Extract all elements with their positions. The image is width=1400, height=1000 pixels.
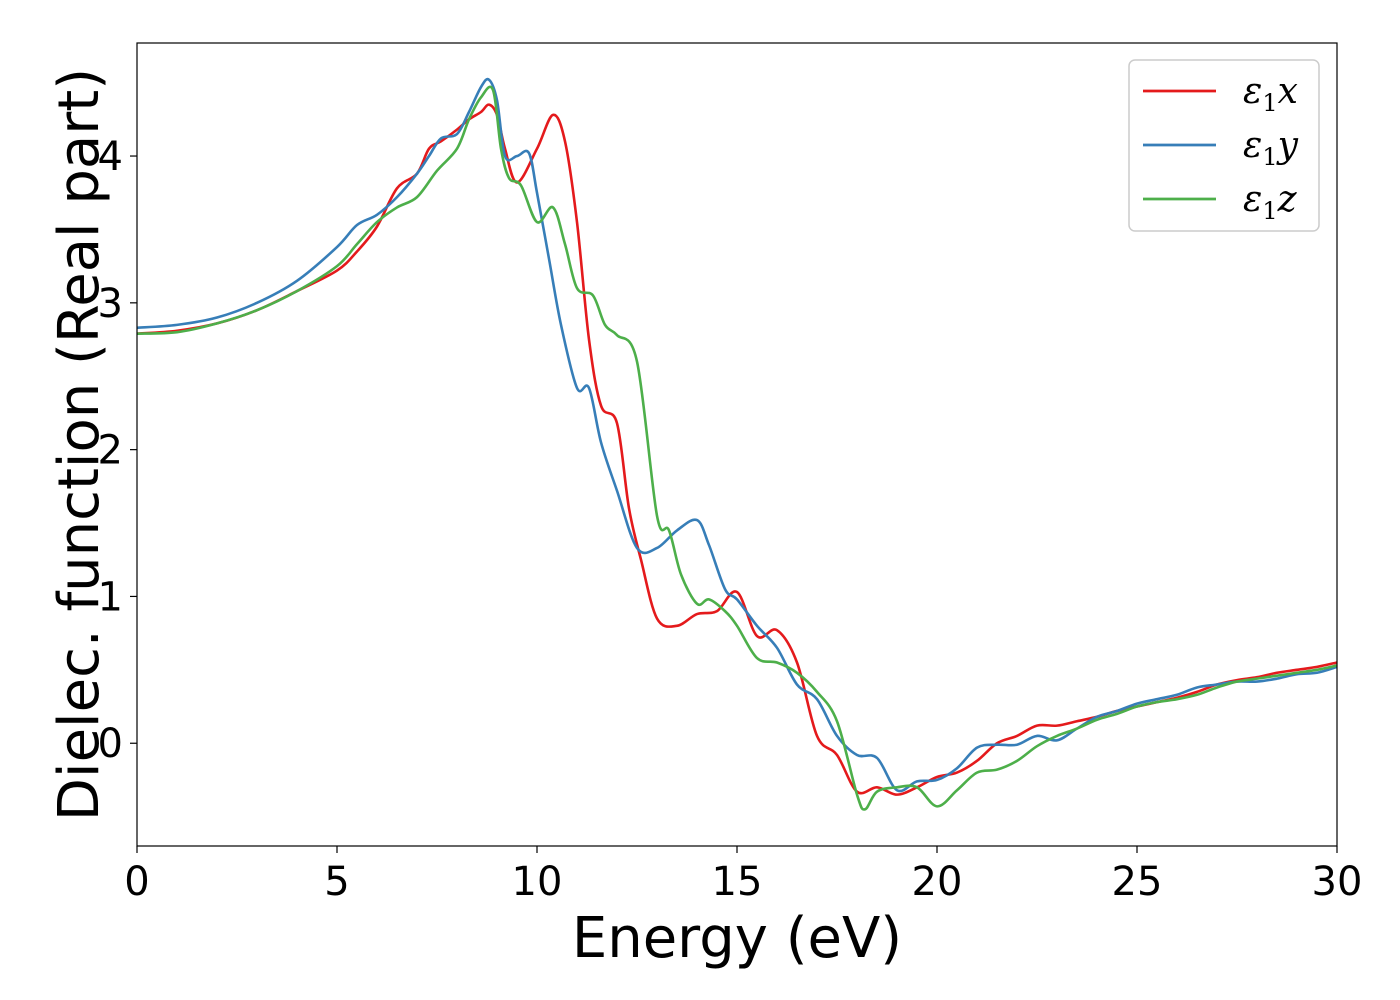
x-tick-label: 15 [712,859,763,905]
x-tick-label: 0 [124,859,149,905]
ticks-layer: 0 5 10 15 20 25 30 0 1 2 3 4 [98,134,1363,905]
legend-label: ε1y [1243,125,1299,171]
x-tick-label: 5 [324,859,349,905]
y-tick-label: 1 [98,574,123,620]
y-tick-label: 2 [98,428,123,474]
y-tick-label: 3 [98,281,123,327]
x-tick-label: 25 [1112,859,1163,905]
legend-label: ε1x [1243,71,1298,117]
x-tick-label: 30 [1312,859,1363,905]
legend-box [1128,59,1320,232]
series-layer [137,77,1337,811]
y-tick-label: 4 [98,134,123,180]
x-axis-label: Energy (eV) [572,906,902,971]
series-line-x [137,103,1337,796]
series-line-z [137,85,1337,811]
x-tick-label: 10 [512,859,563,905]
x-tick-label: 20 [912,859,963,905]
y-tick-label: 0 [98,721,123,767]
series-line-y [137,77,1337,793]
legend-label: ε1z [1243,179,1298,225]
y-axis-label: Dielec. function (Real part) [47,68,112,821]
legend: ε1x ε1y ε1z [1128,59,1320,232]
